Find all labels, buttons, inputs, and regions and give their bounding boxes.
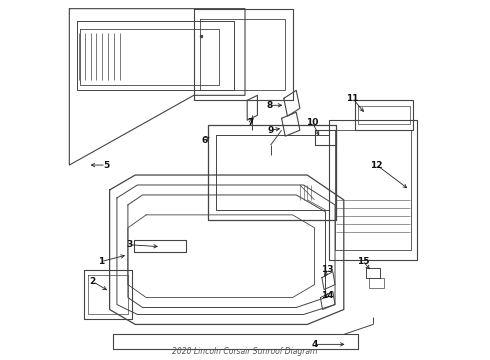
Text: 8: 8 [266,101,272,110]
Text: 1: 1 [98,257,104,266]
Text: 14: 14 [321,291,334,300]
Text: 10: 10 [306,118,318,127]
Text: 11: 11 [346,94,359,103]
Text: 13: 13 [321,265,334,274]
Text: 5: 5 [103,161,109,170]
Text: 7: 7 [247,118,254,127]
Text: 12: 12 [370,161,383,170]
Text: 6: 6 [201,136,208,145]
Text: 9: 9 [268,126,274,135]
Text: 2020 Lincoln Corsair Sunroof Diagram: 2020 Lincoln Corsair Sunroof Diagram [172,347,318,356]
Text: 3: 3 [126,240,132,249]
Text: 15: 15 [357,257,370,266]
Text: 4: 4 [311,340,318,349]
Text: 2: 2 [90,277,96,286]
